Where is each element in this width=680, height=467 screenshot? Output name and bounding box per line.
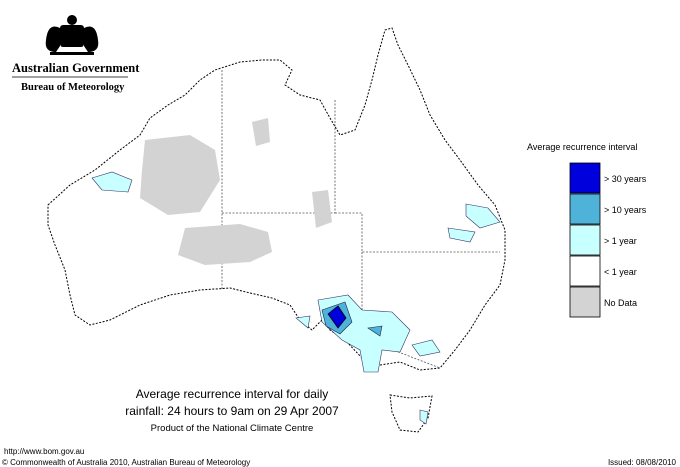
map-shape	[367, 325, 383, 337]
map-shape	[419, 409, 429, 425]
rainfall-areas	[91, 171, 501, 425]
footer-issued: Issued: 08/08/2010	[608, 458, 677, 467]
map-shape	[67, 15, 77, 25]
caption-line: Average recurrence interval for daily	[136, 387, 329, 401]
map-shape	[60, 25, 84, 47]
government-name: Australian Government	[12, 61, 140, 75]
map	[47, 27, 506, 433]
tasmania	[389, 394, 433, 433]
map-shape	[327, 305, 347, 329]
mainland	[47, 27, 506, 371]
legend-label: > 10 years	[604, 205, 647, 215]
map-shape	[178, 224, 272, 265]
legend-swatch	[569, 286, 601, 318]
map-shape	[140, 135, 220, 215]
map-shape	[465, 203, 501, 229]
map-shape	[50, 52, 94, 55]
map-shape	[411, 339, 441, 357]
agency-name: Bureau of Meteorology	[21, 82, 125, 93]
state-border	[221, 70, 500, 369]
no-data-areas	[140, 118, 332, 265]
legend: > 30 years > 10 years > 1 year < 1 year No D…	[569, 162, 647, 318]
caption-line: rainfall: 24 hours to 9am on 29 Apr 2007	[125, 404, 339, 418]
map-shape	[252, 118, 270, 146]
legend-label: < 1 year	[604, 267, 637, 277]
legend-swatch	[569, 162, 601, 194]
map-shape	[312, 190, 332, 228]
legend-swatch	[569, 193, 601, 225]
map-shape	[91, 171, 133, 193]
legend-title: Average recurrence interval	[527, 142, 637, 152]
map-shape	[84, 26, 99, 52]
map-shape	[447, 227, 476, 243]
footer-url: http://www.bom.gov.au	[4, 447, 84, 456]
caption-line: Product of the National Climate Centre	[151, 423, 314, 434]
legend-label: No Data	[604, 298, 637, 308]
legend-swatch	[569, 255, 601, 287]
map-shape	[45, 26, 60, 52]
legend-swatch	[569, 224, 601, 256]
footer-copyright: © Commonwealth of Australia 2010, Austra…	[2, 458, 250, 467]
emblem	[45, 15, 99, 55]
legend-label: > 30 years	[604, 174, 647, 184]
map-shape	[295, 315, 311, 329]
legend-label: > 1 year	[604, 236, 637, 246]
